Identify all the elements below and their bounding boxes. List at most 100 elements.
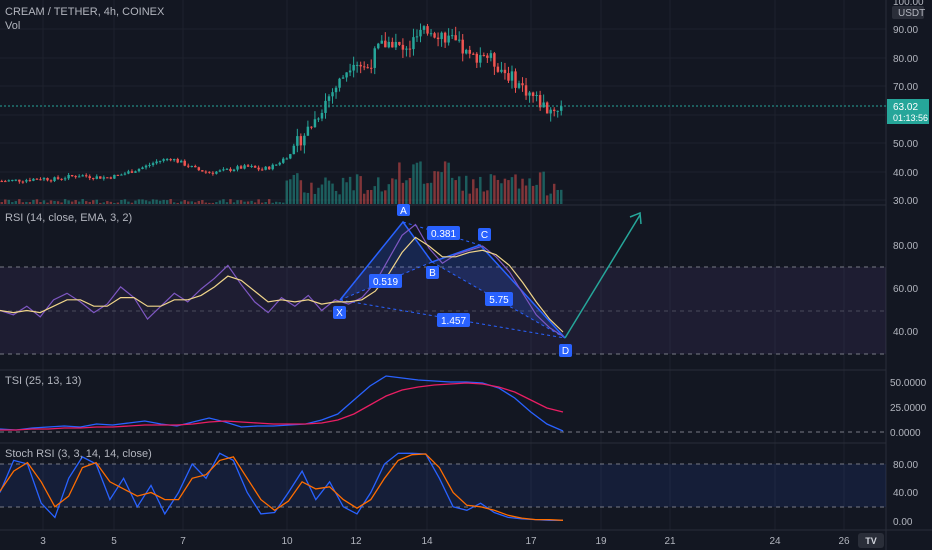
candle-body (556, 110, 559, 112)
candle-body (162, 159, 165, 161)
volume-bar (549, 193, 552, 204)
price-tick: 70.00 (893, 82, 918, 93)
volume-bar (92, 200, 95, 204)
rsi-axis[interactable]: 80.00 60.00 40.00 (893, 241, 918, 338)
candle-body (49, 180, 53, 182)
stoch-d-line (0, 453, 564, 521)
volume-bar (39, 202, 42, 204)
candle-body (95, 176, 98, 179)
candle-body (486, 55, 489, 58)
volume-bar (359, 176, 362, 204)
candle-body (141, 167, 144, 169)
candle-body (155, 161, 158, 164)
volume-bar (352, 190, 355, 204)
candle-body (42, 178, 46, 180)
volume-bar (535, 184, 538, 204)
candle-body (510, 71, 514, 81)
pattern-bd (431, 261, 566, 339)
volume-bar (134, 200, 137, 204)
candle-body (183, 160, 186, 166)
projection-arrow[interactable] (564, 211, 642, 339)
last-price-value: 63.02 (893, 102, 918, 113)
point-b-box (426, 266, 439, 279)
candle-body (384, 40, 387, 48)
candle-body (21, 181, 25, 183)
candle-body (408, 48, 412, 50)
volume-bar (486, 190, 489, 204)
pattern-fill-xab (340, 222, 432, 300)
candle-body (362, 66, 366, 68)
volume-bar (542, 171, 545, 204)
volume-bar (401, 182, 405, 204)
time-tick: 26 (838, 536, 850, 547)
candle-body (172, 159, 176, 161)
time-tick: 19 (595, 536, 607, 547)
volume-bar (18, 199, 21, 204)
volume-bar (538, 172, 542, 204)
candle-body (517, 83, 521, 88)
price-axis[interactable]: 100.00 USDT 90.00 80.00 70.00 50.00 40.0… (887, 0, 929, 207)
candle-body (496, 66, 500, 72)
volume-bar (415, 162, 419, 204)
volume-bar (141, 199, 144, 204)
time-tick: 10 (281, 536, 293, 547)
volume-bar (123, 199, 127, 204)
candle-body (359, 64, 362, 67)
candle-body (282, 158, 285, 163)
tsi-tick: 0.0000 (890, 428, 921, 439)
volume-bar (148, 201, 151, 204)
candle-body (0, 181, 3, 183)
volume-bar (489, 174, 493, 204)
tsi-axis[interactable]: 50.0000 25.0000 0.0000 (890, 378, 927, 439)
volume-bar (42, 200, 46, 204)
volume-bar (28, 202, 32, 204)
stoch-axis[interactable]: 80.00 40.00 0.00 (893, 460, 918, 528)
candle-body (208, 171, 211, 173)
candle-body (419, 29, 422, 37)
volume-bar (204, 202, 208, 204)
candle-body (60, 178, 63, 180)
volume-bar (282, 202, 285, 204)
candle-body (450, 35, 454, 37)
volume-bar (257, 199, 260, 204)
point-x-label: X (336, 308, 343, 319)
volume-bar (99, 202, 102, 204)
volume-bar (514, 174, 517, 204)
candle-body (524, 85, 528, 96)
volume-bar (341, 177, 345, 204)
rsi-tick: 60.00 (893, 284, 918, 295)
candle-body (116, 174, 120, 176)
candle-body (28, 180, 32, 182)
time-axis[interactable]: 3 5 7 10 12 14 17 19 21 24 26 (40, 536, 850, 547)
volume-bar (218, 200, 222, 204)
volume-bar (422, 183, 426, 204)
volume-bar (510, 177, 514, 204)
candle-body (465, 49, 468, 54)
volume-bar (285, 180, 289, 204)
candle-body (99, 176, 102, 179)
tsi-title: TSI (25, 13, 13) (5, 375, 81, 387)
arrow-shaft (564, 214, 641, 339)
volume-bar (211, 202, 215, 204)
volume-bar (56, 201, 60, 204)
ratio-abc-label: 0.381 (431, 229, 456, 240)
candle-body (7, 180, 11, 182)
tsi-signal-line (0, 382, 564, 431)
volume-bar (433, 171, 436, 204)
candle-body (229, 168, 232, 171)
volume-bar (70, 201, 74, 204)
candle-body (394, 41, 398, 48)
candle-body (296, 136, 299, 146)
volume-bar (436, 171, 440, 204)
candle-body (92, 178, 95, 180)
volume-bar (194, 202, 197, 204)
volume-bar (289, 179, 292, 204)
candle-body (278, 162, 281, 165)
volume-bar (278, 202, 281, 204)
candle-body (127, 171, 130, 174)
candle-body (412, 37, 415, 50)
tradingview-logo[interactable]: TV (858, 533, 884, 548)
candle-body (102, 177, 106, 179)
stoch-title: Stoch RSI (3, 3, 14, 14, close) (5, 448, 152, 460)
